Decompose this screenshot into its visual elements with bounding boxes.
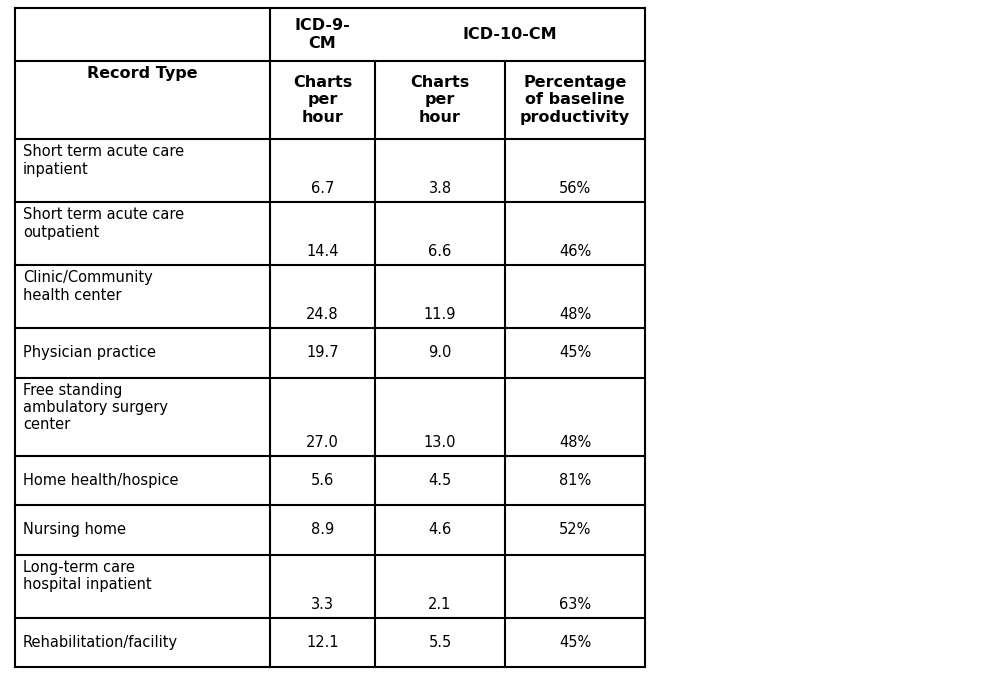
Text: 45%: 45% bbox=[559, 346, 591, 360]
Text: Short term acute care
outpatient: Short term acute care outpatient bbox=[23, 207, 184, 240]
Text: 19.7: 19.7 bbox=[306, 346, 339, 360]
Text: 4.6: 4.6 bbox=[428, 522, 452, 537]
Text: 6.6: 6.6 bbox=[428, 244, 452, 259]
Text: 13.0: 13.0 bbox=[424, 435, 456, 450]
Text: 46%: 46% bbox=[559, 244, 591, 259]
Text: Charts
per
hour: Charts per hour bbox=[410, 75, 470, 125]
Text: 45%: 45% bbox=[559, 635, 591, 650]
Text: Free standing
ambulatory surgery
center: Free standing ambulatory surgery center bbox=[23, 383, 168, 432]
Text: ICD-10-CM: ICD-10-CM bbox=[463, 27, 557, 42]
Text: Record Type: Record Type bbox=[87, 66, 198, 81]
Text: 48%: 48% bbox=[559, 435, 591, 450]
Text: 5.6: 5.6 bbox=[311, 473, 334, 488]
Text: 27.0: 27.0 bbox=[306, 435, 339, 450]
Text: Percentage
of baseline
productivity: Percentage of baseline productivity bbox=[520, 75, 630, 125]
Text: Clinic/Community
health center: Clinic/Community health center bbox=[23, 270, 153, 302]
Text: 56%: 56% bbox=[559, 181, 591, 196]
Text: 24.8: 24.8 bbox=[306, 307, 339, 322]
Text: 6.7: 6.7 bbox=[311, 181, 334, 196]
Text: 3.3: 3.3 bbox=[311, 596, 334, 611]
Text: 4.5: 4.5 bbox=[428, 473, 452, 488]
Text: Physician practice: Physician practice bbox=[23, 346, 156, 360]
Text: Long-term care
hospital inpatient: Long-term care hospital inpatient bbox=[23, 560, 152, 592]
Text: 81%: 81% bbox=[559, 473, 591, 488]
Text: 12.1: 12.1 bbox=[306, 635, 339, 650]
Text: 52%: 52% bbox=[559, 522, 591, 537]
Text: 9.0: 9.0 bbox=[428, 346, 452, 360]
Text: 3.8: 3.8 bbox=[428, 181, 452, 196]
Text: 2.1: 2.1 bbox=[428, 596, 452, 611]
Text: 11.9: 11.9 bbox=[424, 307, 456, 322]
Text: Short term acute care
inpatient: Short term acute care inpatient bbox=[23, 144, 184, 177]
Text: Rehabilitation/facility: Rehabilitation/facility bbox=[23, 635, 178, 650]
Text: 5.5: 5.5 bbox=[428, 635, 452, 650]
Text: Home health/hospice: Home health/hospice bbox=[23, 473, 178, 488]
Text: ICD-9-
CM: ICD-9- CM bbox=[295, 18, 350, 51]
Text: 48%: 48% bbox=[559, 307, 591, 322]
Text: Charts
per
hour: Charts per hour bbox=[293, 75, 352, 125]
Text: 14.4: 14.4 bbox=[306, 244, 339, 259]
Text: 63%: 63% bbox=[559, 596, 591, 611]
Text: 8.9: 8.9 bbox=[311, 522, 334, 537]
Text: Nursing home: Nursing home bbox=[23, 522, 126, 537]
